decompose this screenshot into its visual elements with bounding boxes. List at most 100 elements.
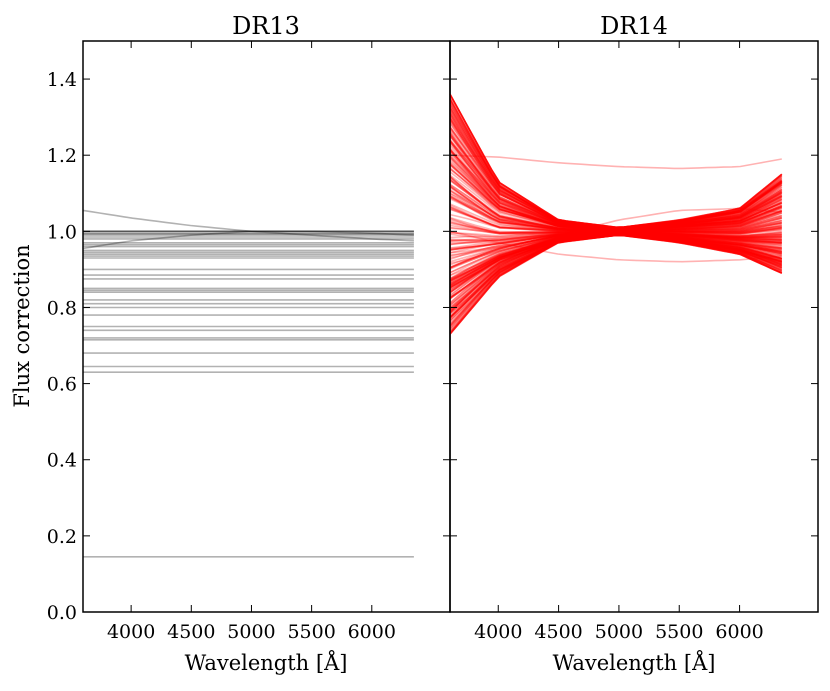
y-tick-label: 1.4 — [47, 69, 77, 91]
correction-curve — [449, 148, 783, 231]
correction-curve — [449, 156, 783, 230]
correction-curve — [449, 233, 782, 310]
y-tick-label: 0.4 — [47, 450, 77, 472]
correction-curve — [449, 105, 783, 229]
correction-curve — [449, 104, 783, 229]
correction-curve — [449, 115, 783, 230]
y-axis-title: Flux correction — [10, 244, 34, 407]
correction-curve — [449, 233, 783, 300]
correction-curve — [449, 231, 782, 249]
panel-title-dr13: DR13 — [232, 12, 300, 40]
correction-curve — [449, 126, 783, 229]
correction-curve — [449, 233, 783, 285]
correction-curve — [449, 234, 783, 315]
correction-curve — [449, 231, 782, 244]
correction-curve — [449, 231, 782, 239]
correction-curve — [449, 224, 782, 242]
correction-curve — [449, 234, 783, 334]
panel-dr13: 4000 4500 5000 5500 6000 0.0 0.2 0.4 0.6 0.8 1.0 1.… — [47, 40, 451, 643]
correction-curve — [449, 128, 783, 229]
correction-curve — [449, 219, 782, 239]
correction-curve — [449, 234, 783, 312]
correction-curve — [449, 176, 782, 232]
correction-curve — [449, 232, 782, 274]
correction-curve — [449, 176, 783, 232]
correction-curve — [449, 93, 783, 229]
correction-curve — [449, 175, 782, 232]
correction-curve — [449, 232, 782, 285]
correction-curve — [449, 196, 783, 232]
correction-curve — [449, 231, 782, 269]
x-tick-label: 4000 — [107, 621, 155, 643]
correction-curve — [449, 162, 783, 231]
correction-curve — [449, 232, 782, 263]
correction-curve — [449, 163, 783, 231]
correction-curve — [449, 233, 783, 317]
correction-curve — [449, 233, 783, 299]
correction-curve — [449, 164, 783, 231]
correction-curve — [449, 163, 783, 231]
correction-curve — [449, 234, 783, 325]
correction-curve — [449, 233, 783, 289]
correction-curve — [449, 234, 783, 319]
correction-curve — [449, 221, 782, 234]
correction-curve — [449, 230, 782, 263]
correction-curve — [449, 234, 783, 309]
correction-curve — [449, 233, 783, 291]
correction-curve — [449, 231, 782, 245]
correction-curve — [449, 178, 783, 232]
correction-curve — [449, 232, 782, 282]
correction-curve — [449, 233, 782, 300]
correction-curve — [449, 133, 783, 230]
correction-curve — [449, 231, 782, 250]
correction-curve — [449, 232, 782, 259]
correction-curve — [449, 233, 782, 306]
correction-curve — [449, 196, 783, 232]
correction-curve — [449, 234, 783, 319]
correction-curve — [449, 231, 782, 242]
correction-curve — [449, 155, 783, 231]
y-tick-label: 0.6 — [47, 374, 77, 396]
correction-curve — [449, 198, 783, 232]
correction-curve — [449, 210, 783, 232]
correction-curve — [449, 152, 783, 231]
correction-curve — [449, 93, 783, 229]
correction-curve — [449, 203, 783, 232]
correction-curve — [449, 140, 783, 231]
correction-curve — [449, 233, 783, 285]
panel-title-dr14: DR14 — [600, 12, 668, 40]
correction-curve — [449, 185, 782, 233]
x-tick-label: 6000 — [715, 621, 763, 643]
correction-curve — [449, 110, 783, 229]
correction-curve — [449, 183, 783, 231]
correction-curve — [449, 178, 783, 231]
correction-curve — [449, 107, 783, 229]
correction-curve — [449, 110, 783, 229]
correction-curve — [449, 183, 783, 232]
correction-curve — [449, 139, 783, 230]
x-tick-label: 5500 — [655, 621, 703, 643]
correction-curve — [449, 233, 783, 283]
correction-curve — [449, 133, 783, 230]
correction-curve — [449, 112, 783, 230]
correction-curve — [449, 185, 783, 232]
correction-curve — [449, 221, 782, 234]
correction-curve — [449, 208, 782, 232]
correction-curve — [449, 93, 783, 229]
correction-curve — [449, 233, 783, 290]
correction-curve — [449, 156, 783, 231]
correction-curve — [82, 230, 414, 250]
correction-curve — [449, 233, 782, 320]
correction-curve — [449, 223, 782, 235]
correction-curve — [449, 115, 783, 229]
y-tick-label: 1.0 — [47, 221, 77, 243]
correction-curve — [449, 234, 783, 318]
correction-curve — [449, 234, 783, 314]
correction-curve — [449, 232, 782, 269]
correction-curve — [449, 233, 782, 309]
x-tick-label: 4500 — [167, 621, 215, 643]
correction-curve — [449, 231, 782, 251]
correction-curve — [449, 147, 783, 231]
curves — [449, 93, 783, 335]
correction-curve — [449, 118, 783, 230]
